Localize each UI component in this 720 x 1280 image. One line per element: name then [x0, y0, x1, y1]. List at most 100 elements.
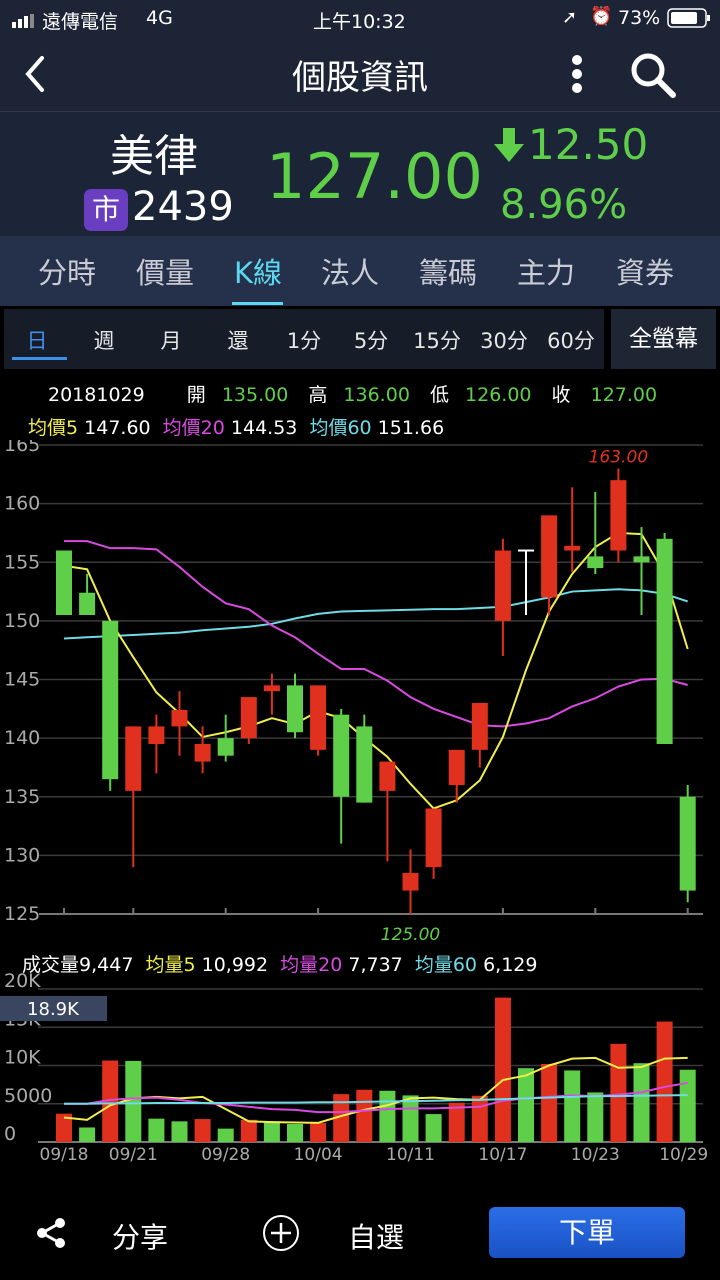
price-axis-label: 160 [4, 493, 40, 515]
volume-bar [310, 1123, 327, 1142]
share-button[interactable]: 分享 [30, 1212, 190, 1256]
open-value: 135.00 [221, 384, 289, 406]
watchlist-label: 自選 [348, 1221, 405, 1254]
volume-bar [448, 1102, 465, 1142]
tab-intraday[interactable]: 分時 [37, 256, 97, 290]
candle-body [402, 872, 419, 891]
tab-chips[interactable]: 籌碼 [418, 256, 478, 290]
volume-bar [564, 1070, 581, 1142]
volume-bar [541, 1063, 558, 1142]
volume-bar [171, 1121, 188, 1142]
vol-ma60-label: 均量60 [414, 954, 478, 976]
tab-institutional[interactable]: 法人 [320, 256, 380, 290]
period-restored[interactable]: 還 [227, 329, 249, 353]
fullscreen-button[interactable]: 全螢幕 [611, 309, 716, 369]
candle-body [102, 620, 119, 780]
place-order-button[interactable]: 下單 [489, 1207, 685, 1258]
tab-bar: 分時 價量 K線 法人 籌碼 主力 資券 [0, 236, 720, 306]
date-axis-label: 09/21 [109, 1145, 158, 1165]
volume-legend: 成交量9,447 均量5 10,992 均量20 7,737 均量60 6,12… [22, 950, 537, 977]
back-button[interactable] [18, 52, 52, 96]
active-tab-indicator [232, 302, 283, 305]
date-axis-label: 09/28 [201, 1145, 250, 1165]
vol-ma5-value: 10,992 [201, 954, 269, 976]
date-axis-label: 09/18 [40, 1145, 89, 1165]
max-volume-box [0, 996, 107, 1021]
volume-bar [425, 1114, 442, 1142]
min-price-label: 125.00 [381, 925, 440, 945]
candle-body [287, 685, 303, 733]
volume-bar [587, 1092, 604, 1142]
price-axis-label: 125 [4, 903, 40, 925]
tab-kline[interactable]: K線 [233, 256, 283, 290]
period-60min[interactable]: 60分 [547, 329, 595, 353]
candle-body [541, 515, 558, 598]
volume-label: 成交量 [22, 954, 80, 976]
tab-margin[interactable]: 資券 [615, 256, 675, 290]
max-price-label: 163.00 [589, 447, 648, 467]
volume-bar [125, 1060, 142, 1142]
kline-chart[interactable]: 165 160 155 150 145 140 135 130 125 163.00 125.00 2… [0, 440, 720, 1170]
ohlc-date: 20181029 [48, 384, 145, 406]
period-1min[interactable]: 1分 [286, 329, 322, 353]
price-axis-label: 130 [4, 844, 40, 866]
alarm-icon: ⏰ [590, 6, 613, 27]
volume-bar [56, 1113, 72, 1142]
ma5-value: 147.60 [84, 417, 151, 439]
volume-bar [102, 1060, 119, 1142]
candle-body [310, 685, 327, 750]
period-day[interactable]: 日 [26, 329, 48, 353]
price-axis-label: 135 [4, 786, 40, 808]
stock-code: 2439 [132, 184, 234, 230]
candle-body [79, 592, 96, 616]
ma20-value: 144.53 [230, 417, 298, 439]
volume-bar [263, 1121, 280, 1142]
date-axis-label: 10/23 [571, 1145, 620, 1165]
chevron-left-icon [25, 56, 44, 92]
ma5-label: 均價5 [28, 417, 79, 439]
ma-line-均價5 [63, 531, 689, 810]
price-axis-label: 165 [4, 440, 40, 456]
volume-bar [356, 1089, 373, 1142]
max-volume-label: 18.9K [27, 999, 80, 1020]
signal-icon [12, 11, 36, 28]
volume-bar [287, 1124, 303, 1142]
tab-price-volume[interactable]: 價量 [135, 256, 195, 290]
price-axis-label: 155 [4, 551, 40, 573]
ma60-label: 均價60 [309, 417, 372, 439]
search-button[interactable] [628, 50, 678, 100]
period-15min[interactable]: 15分 [413, 329, 461, 353]
share-icon [37, 1218, 65, 1248]
candle-body [333, 714, 350, 797]
page-title: 個股資訊 [292, 58, 428, 98]
candle-body [679, 796, 696, 891]
open-label: 開 [186, 384, 206, 406]
date-axis-label: 10/29 [659, 1145, 708, 1165]
volume-bar [471, 1095, 488, 1142]
period-30min[interactable]: 30分 [480, 329, 528, 353]
price-axis-label: 145 [4, 669, 40, 691]
candle-body [240, 697, 257, 739]
date-axis-label: 10/11 [386, 1145, 435, 1165]
quote-header: 美律 市 2439 127.00 12.50 8.96% [0, 112, 720, 236]
tab-main-force[interactable]: 主力 [516, 256, 576, 290]
ohlc-row: 20181029 開 135.00 高 136.00 低 126.00 收 12… [48, 380, 657, 407]
more-button[interactable] [566, 52, 588, 98]
market-badge: 市 [84, 189, 128, 231]
period-month[interactable]: 月 [160, 329, 182, 353]
high-label: 高 [308, 384, 328, 406]
candle-body [564, 545, 581, 551]
period-week[interactable]: 週 [93, 329, 115, 353]
add-watchlist-button[interactable]: 自選 [262, 1212, 422, 1256]
search-icon [631, 53, 676, 98]
volume-bar [379, 1090, 396, 1142]
volume-axis-label: 5000 [4, 1085, 52, 1107]
volume-axis-label: 10K [4, 1047, 41, 1069]
candle-body [171, 709, 188, 727]
status-bar: 遠傳電信 4G 上午10:32 ➚ ⏰ 73% [0, 0, 720, 38]
price-axis-label: 150 [4, 610, 40, 632]
volume-bar [610, 1043, 627, 1142]
period-5min[interactable]: 5分 [353, 329, 389, 353]
volume-axis-label: 0 [4, 1123, 16, 1145]
volume-axis-label: 20K [4, 970, 41, 992]
